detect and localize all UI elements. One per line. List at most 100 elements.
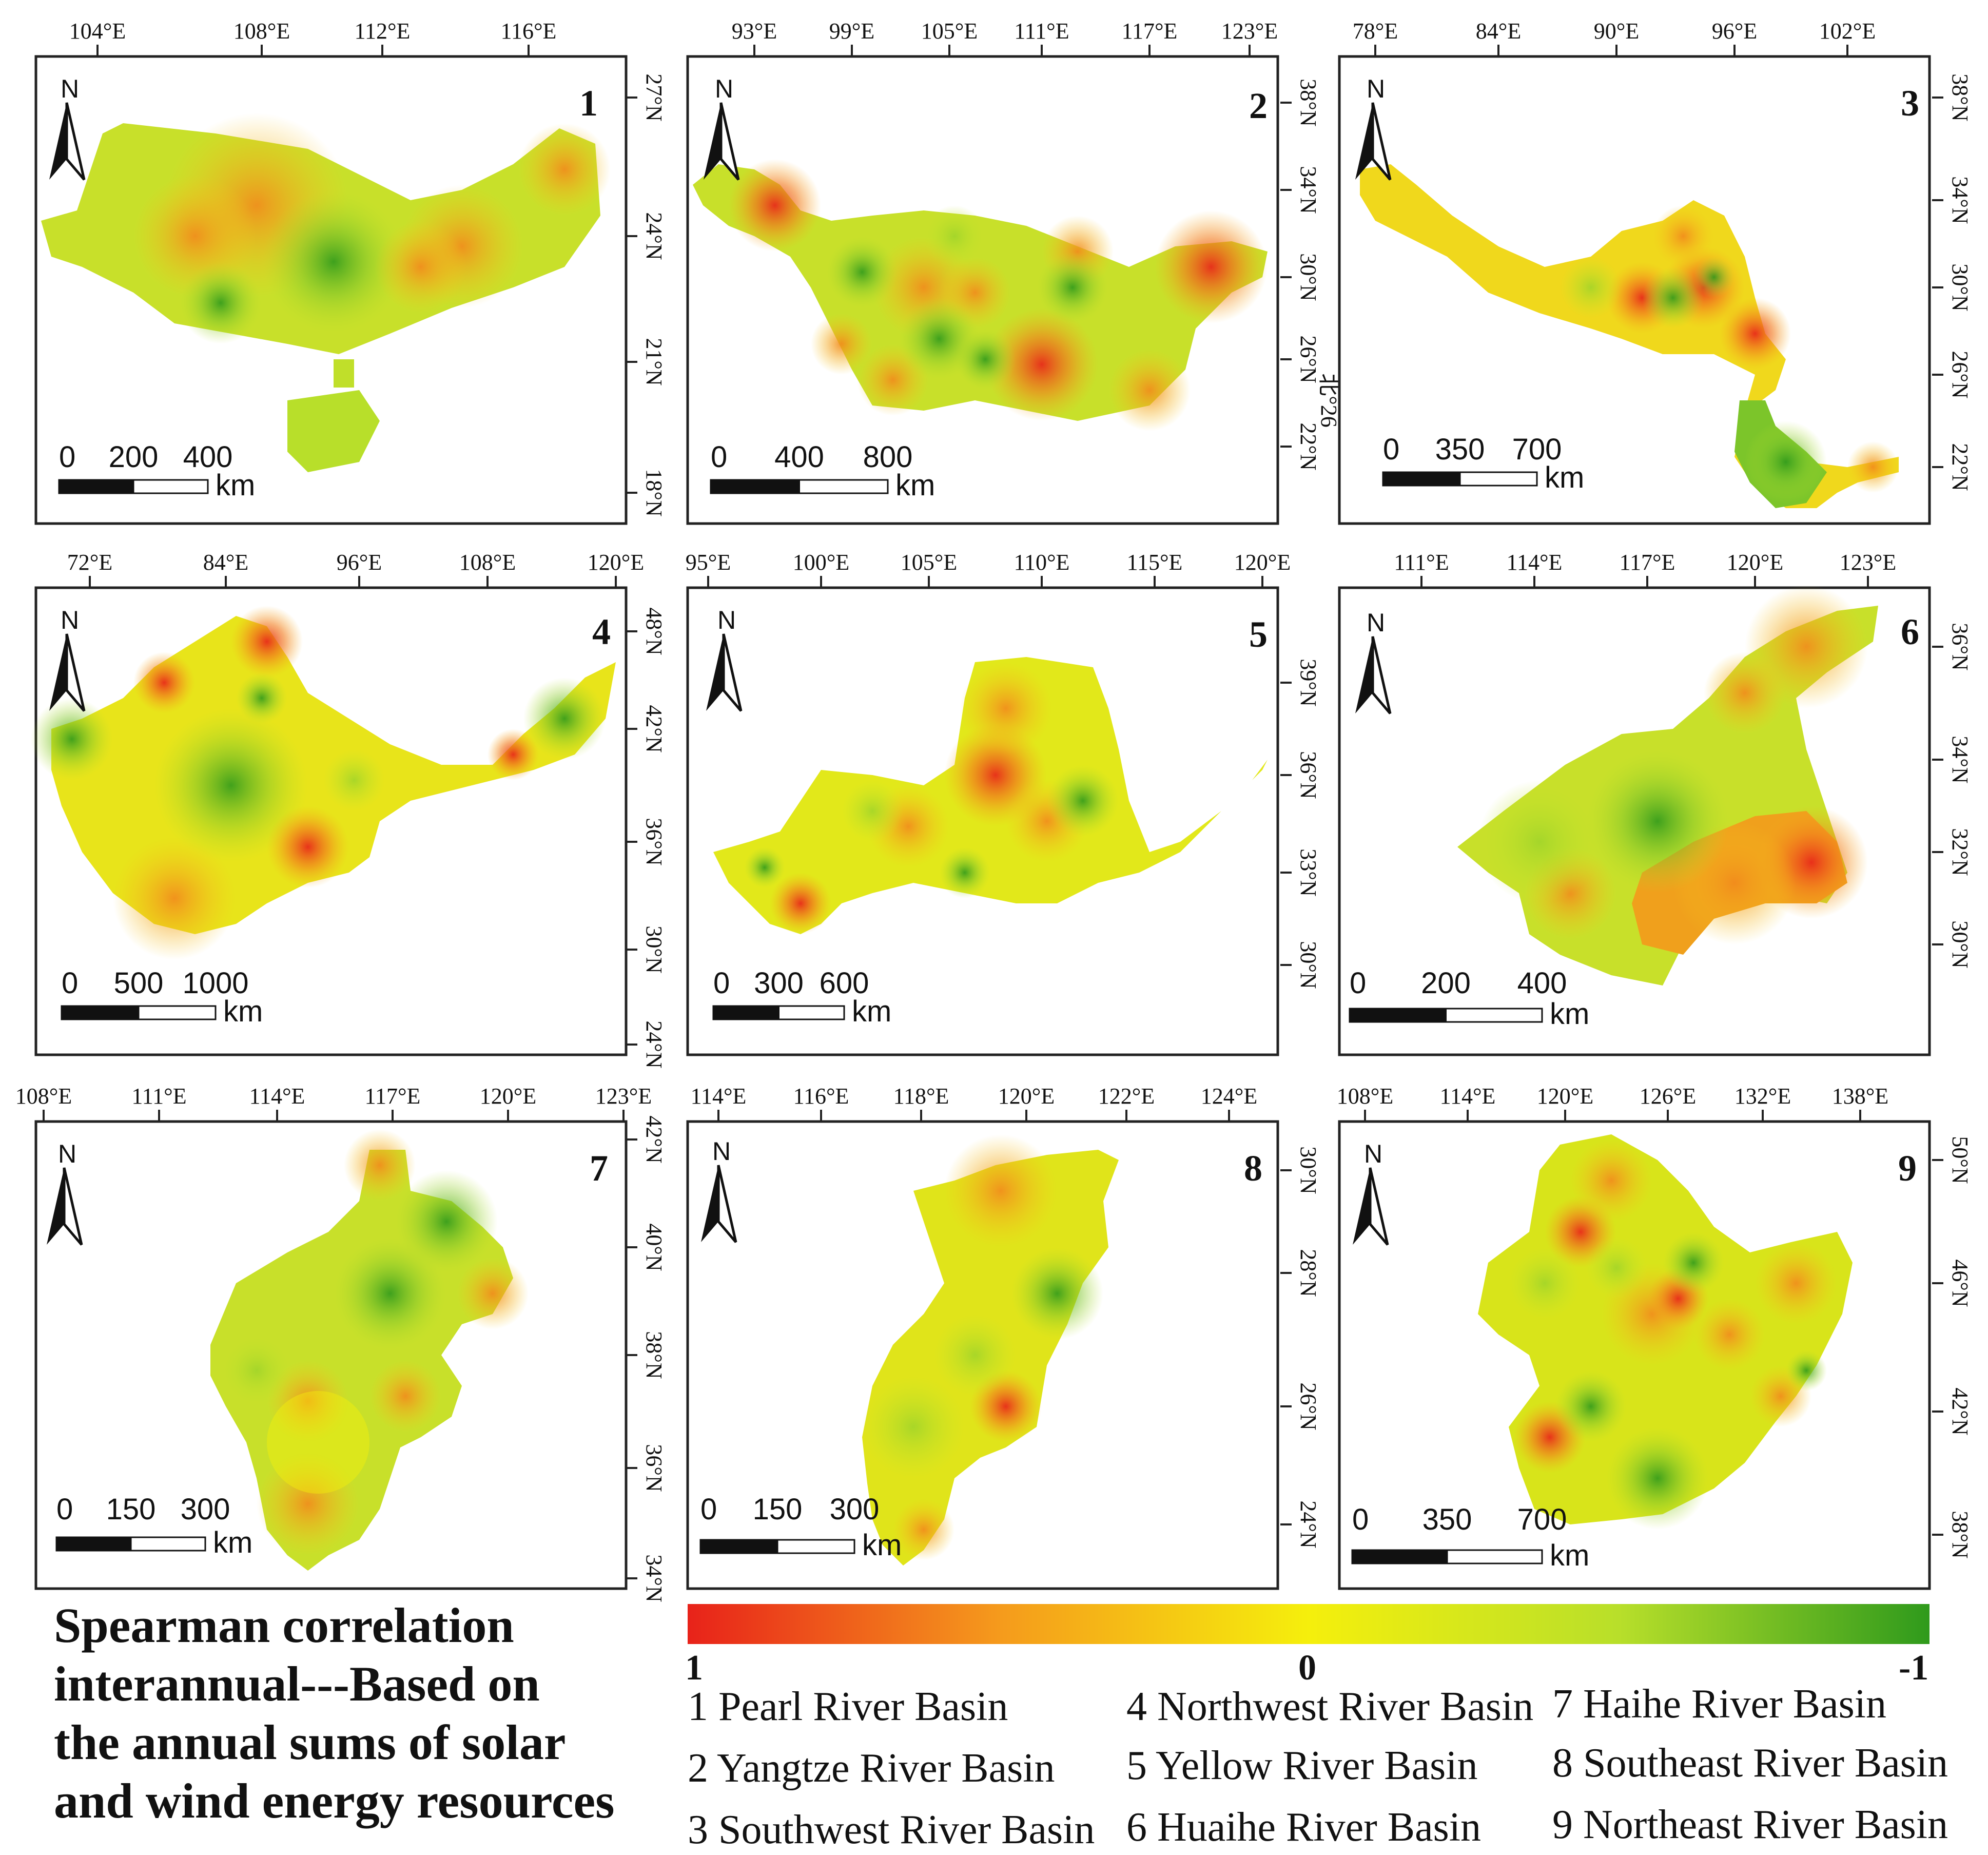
scale-bar-black-segment [61, 1005, 140, 1020]
scale-bar-white-segment [778, 1005, 845, 1020]
scale-bar-unit: km [223, 995, 263, 1028]
latitude-tick-label: 42°N [641, 1115, 667, 1163]
basin-region [693, 159, 1268, 431]
north-arrow: N [1355, 608, 1390, 713]
map-panel-1: N 1 104°E 108°E 112°E 116°E 27°N 24°N 21°N 18°… [34, 18, 667, 525]
scale-bar-label: 150 [753, 1493, 803, 1526]
scale-bar-white-segment [138, 1005, 217, 1020]
scale-bar-white-segment [1445, 1008, 1543, 1023]
longitude-tick-label: 116°E [501, 18, 557, 44]
latitude-tick-label: 39°N [1296, 659, 1321, 706]
side-axis-ticks: 42°N 40°N 38°N 36°N 34°N [626, 1115, 667, 1602]
side-axis-ticks: 38°N 34°N 30°N 26°N 22°N [1932, 73, 1973, 491]
longitude-tick-label: 117°E [365, 1084, 421, 1109]
longitude-tick-label: 108°E [1337, 1084, 1393, 1109]
scale-bar-unit: km [862, 1529, 902, 1562]
basin-region [862, 1134, 1119, 1566]
stray-latitude-label: 北°26 [1316, 373, 1341, 428]
legend-item: 5 Yellow River Basin [1126, 1743, 1478, 1788]
scale-bar-label: 0 [56, 1493, 73, 1526]
scale-bar-white-segment [1446, 1549, 1543, 1564]
longitude-tick-label: 120°E [1727, 550, 1783, 575]
north-arrow: N [706, 606, 741, 711]
latitude-tick-label: 21°N [641, 338, 667, 385]
latitude-tick-label: 36°N [641, 1444, 667, 1492]
latitude-tick-label: 48°N [641, 607, 667, 655]
longitude-tick-label: 117°E [1620, 550, 1675, 575]
longitude-tick-label: 105°E [921, 18, 978, 44]
scale-bar-label: 0 [59, 440, 75, 474]
colorbar-max-label: -1 [1899, 1648, 1929, 1688]
scale-bar-label: 300 [754, 967, 804, 1000]
map-number: 5 [1249, 614, 1268, 655]
basin-region [713, 657, 1268, 934]
longitude-tick-label: 138°E [1832, 1084, 1888, 1109]
scale-bar-black-segment [58, 479, 134, 494]
latitude-tick-label: 30°N [1296, 941, 1321, 989]
scale-bar-unit: km [1545, 461, 1584, 494]
scale-bar-black-segment [1382, 471, 1461, 487]
latitude-tick-label: 34°N [1947, 736, 1973, 783]
svg-text:N: N [58, 1139, 76, 1168]
scale-bar-label: 200 [1421, 967, 1471, 1000]
latitude-tick-label: 26°N [1296, 1382, 1321, 1430]
scale-bar-label: 0 [1383, 433, 1399, 466]
title-line: interannual---Based on [54, 1656, 540, 1711]
scale-bar-label: 1000 [182, 967, 248, 1000]
latitude-tick-label: 30°N [1947, 263, 1973, 311]
basin-region [41, 113, 611, 472]
scale-bar-white-segment [1459, 471, 1538, 487]
latitude-tick-label: 24°N [641, 212, 667, 260]
latitude-tick-label: 40°N [641, 1223, 667, 1271]
north-arrow: N [1355, 74, 1390, 180]
longitude-tick-label: 108°E [233, 18, 290, 44]
scale-bar-label: 0 [713, 967, 730, 1000]
legend-item: 8 Southeast River Basin [1552, 1741, 1948, 1786]
longitude-tick-label: 126°E [1640, 1084, 1696, 1109]
longitude-tick-label: 110°E [1014, 550, 1070, 575]
longitude-tick-label: 104°E [69, 18, 126, 44]
longitude-tick-label: 114°E [1507, 550, 1563, 575]
figure-title: Spearman correlation interannual---Based… [54, 1596, 670, 1830]
latitude-tick-label: 36°N [1947, 623, 1973, 670]
longitude-tick-label: 117°E [1122, 18, 1178, 44]
map-number: 8 [1244, 1148, 1262, 1189]
longitude-tick-label: 124°E [1201, 1084, 1257, 1109]
north-arrow: N [49, 606, 84, 711]
svg-text:N: N [61, 74, 79, 103]
longitude-tick-label: 115°E [1127, 550, 1183, 575]
scale-bar-label: 0 [700, 1493, 717, 1526]
legend-item: 4 Northwest River Basin [1126, 1684, 1534, 1729]
latitude-tick-label: 38°N [1296, 79, 1321, 126]
latitude-tick-label: 36°N [641, 818, 667, 865]
map-number: 9 [1898, 1148, 1917, 1189]
svg-text:N: N [1367, 608, 1385, 637]
map-panel-7: N 7 108°E 111°E 114°E 117°E 120°E 123°E 42°N4… [15, 1084, 667, 1602]
svg-text:N: N [712, 1137, 731, 1166]
scale-bar-label: 400 [1517, 967, 1567, 1000]
longitude-tick-label: 102°E [1819, 18, 1876, 44]
svg-text:N: N [717, 606, 736, 634]
latitude-tick-label: 30°N [1947, 920, 1973, 968]
side-axis-ticks: 39°N 36°N 33°N 30°N [1280, 659, 1321, 989]
title-line: Spearman correlation [54, 1598, 514, 1653]
scale-bar-label: 200 [109, 440, 159, 474]
scale-bar-black-segment [55, 1536, 132, 1552]
svg-text:N: N [1364, 1139, 1382, 1168]
scale-bar-black-segment [712, 1005, 779, 1020]
latitude-tick-label: 42°N [641, 705, 667, 752]
longitude-tick-label: 120°E [588, 550, 644, 575]
latitude-tick-label: 30°N [1296, 1146, 1321, 1194]
basin-region [31, 606, 616, 960]
map-number: 7 [590, 1148, 608, 1189]
svg-text:N: N [1367, 74, 1385, 103]
longitude-tick-label: 111°E [131, 1084, 186, 1109]
colorbar [688, 1604, 1929, 1644]
longitude-tick-label: 96°E [337, 550, 382, 575]
scale-bar-label: 0 [62, 967, 78, 1000]
latitude-tick-label: 34°N [1296, 166, 1321, 214]
